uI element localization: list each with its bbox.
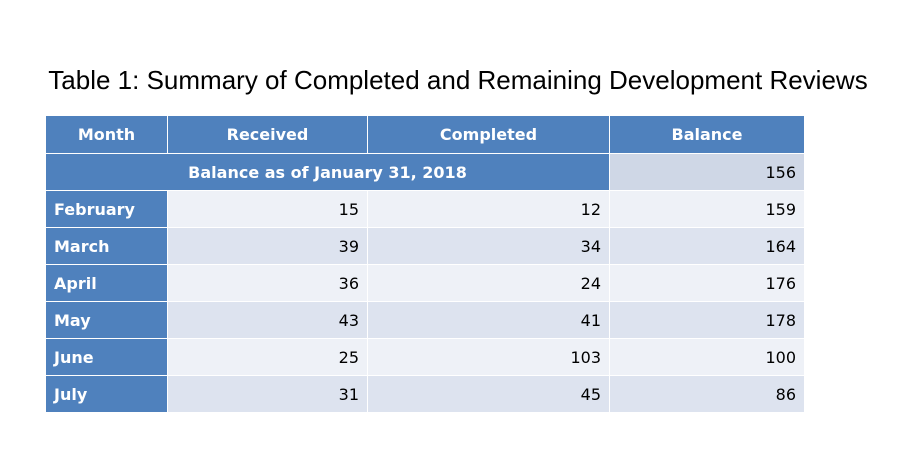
balance-cell: 164 xyxy=(609,227,805,265)
completed-cell: 103 xyxy=(367,338,610,376)
completed-cell: 34 xyxy=(367,227,610,265)
month-cell: July xyxy=(45,375,168,413)
table-title: Table 1: Summary of Completed and Remain… xyxy=(48,65,868,95)
table-row: March 39 34 164 xyxy=(45,227,805,265)
received-cell: 36 xyxy=(167,264,368,302)
header-row: Month Received Completed Balance xyxy=(45,115,805,154)
table-row: May 43 41 178 xyxy=(45,301,805,339)
reviews-summary-table: Month Received Completed Balance Balance… xyxy=(45,115,805,413)
completed-cell: 12 xyxy=(367,190,610,228)
header-balance: Balance xyxy=(609,115,805,154)
header-received: Received xyxy=(167,115,368,154)
starting-balance-value: 156 xyxy=(609,153,805,191)
completed-cell: 24 xyxy=(367,264,610,302)
completed-cell: 45 xyxy=(367,375,610,413)
table-row: April 36 24 176 xyxy=(45,264,805,302)
balance-cell: 86 xyxy=(609,375,805,413)
received-cell: 31 xyxy=(167,375,368,413)
table-row: June 25 103 100 xyxy=(45,338,805,376)
month-cell: March xyxy=(45,227,168,265)
month-cell: April xyxy=(45,264,168,302)
balance-cell: 159 xyxy=(609,190,805,228)
table-row: July 31 45 86 xyxy=(45,375,805,413)
received-cell: 15 xyxy=(167,190,368,228)
received-cell: 25 xyxy=(167,338,368,376)
header-completed: Completed xyxy=(367,115,610,154)
starting-balance-label: Balance as of January 31, 2018 xyxy=(45,153,610,191)
month-cell: May xyxy=(45,301,168,339)
received-cell: 43 xyxy=(167,301,368,339)
received-cell: 39 xyxy=(167,227,368,265)
month-cell: February xyxy=(45,190,168,228)
balance-cell: 100 xyxy=(609,338,805,376)
month-cell: June xyxy=(45,338,168,376)
balance-cell: 178 xyxy=(609,301,805,339)
balance-cell: 176 xyxy=(609,264,805,302)
starting-balance-row: Balance as of January 31, 2018 156 xyxy=(45,153,805,191)
table-row: February 15 12 159 xyxy=(45,190,805,228)
header-month: Month xyxy=(45,115,168,154)
completed-cell: 41 xyxy=(367,301,610,339)
